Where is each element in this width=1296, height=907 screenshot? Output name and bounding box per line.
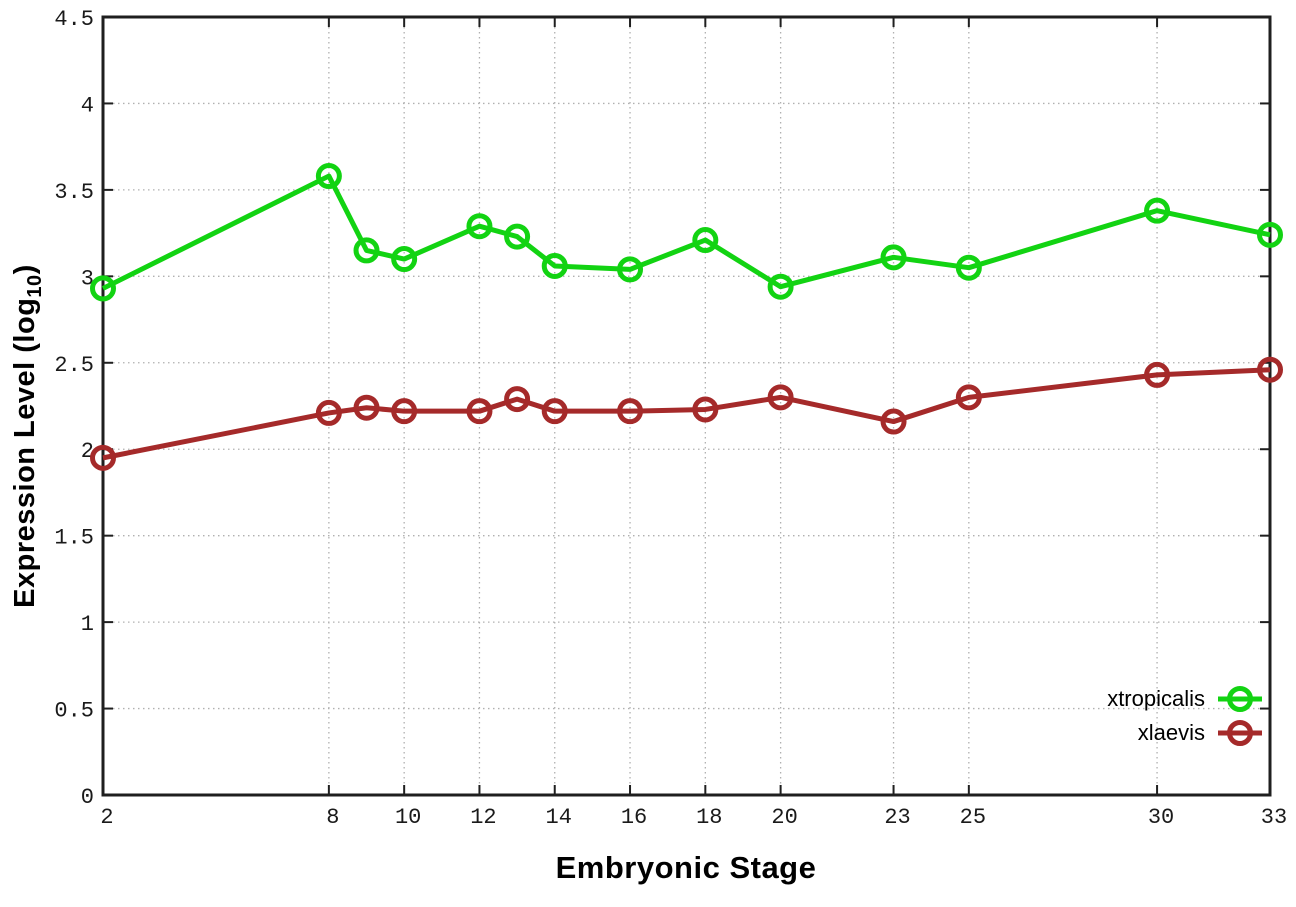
data-point-xlaevis (504, 386, 531, 413)
data-point-xlaevis (90, 444, 116, 471)
x-tick-label: 23 (884, 805, 910, 830)
y-tick-label: 3.5 (54, 180, 94, 205)
data-point-xtropicalis (315, 163, 342, 190)
legend-circle-marker-icon (1227, 686, 1253, 712)
data-point-xlaevis (1144, 361, 1171, 388)
data-point-xlaevis (955, 384, 982, 411)
legend-circle-marker-icon (1227, 720, 1253, 746)
data-point-xtropicalis (541, 252, 568, 279)
x-tick-label: 12 (470, 805, 496, 830)
series-line-xlaevis (102, 367, 1271, 461)
x-tick-label: 8 (326, 805, 339, 830)
x-tick-label: 14 (546, 805, 572, 830)
data-point-xtropicalis (504, 223, 531, 250)
series-line-xtropicalis (101, 173, 1271, 291)
legend-item-xlaevis: xlaevis (1138, 718, 1265, 748)
data-point-xlaevis (391, 398, 418, 425)
data-point-xlaevis (353, 394, 380, 421)
x-tick-label: 20 (771, 805, 797, 830)
y-axis-title: Expression Level (log10) (9, 264, 47, 608)
x-tick-label: 16 (621, 805, 647, 830)
data-point-xlaevis (1257, 356, 1283, 383)
x-tick-label: 33 (1261, 805, 1287, 830)
y-tick-label: 0.5 (54, 699, 94, 724)
data-point-xlaevis (315, 399, 342, 426)
y-tick-label: 1.5 (54, 526, 94, 551)
legend-label-xtropicalis: xtropicalis (1107, 686, 1205, 711)
data-point-xlaevis (466, 398, 493, 425)
data-point-xlaevis (692, 396, 719, 423)
y-tick-label: 4 (81, 93, 94, 118)
data-point-xtropicalis (353, 237, 380, 264)
data-point-xtropicalis (955, 254, 982, 281)
y-tick-label: 0 (81, 785, 94, 810)
legend-item-xtropicalis: xtropicalis (1107, 684, 1265, 714)
data-point-xtropicalis (617, 256, 644, 283)
data-point-xtropicalis (692, 227, 719, 254)
x-tick-label: 30 (1148, 805, 1174, 830)
x-tick-label: 18 (696, 805, 722, 830)
data-point-xlaevis (767, 384, 794, 411)
y-axis-title-subscript: 10 (23, 274, 46, 298)
y-tick-label: 4.5 (54, 7, 94, 32)
legend: xtropicalis xlaevis (1107, 684, 1265, 748)
legend-label-xlaevis: xlaevis (1137, 720, 1205, 745)
data-point-xtropicalis (466, 213, 493, 240)
data-point-xlaevis (880, 408, 907, 435)
data-point-xlaevis (617, 398, 644, 425)
y-tick-label: 2.5 (54, 353, 94, 378)
data-point-xtropicalis (391, 246, 418, 273)
x-tick-label: 10 (395, 805, 421, 830)
plot-border (101, 15, 1272, 797)
legend-marker-xlaevis (1218, 720, 1262, 746)
data-point-xtropicalis (880, 244, 907, 271)
y-axis-title-suffix: ) (9, 264, 42, 275)
y-axis-title-text: Expression Level (log (9, 297, 42, 608)
data-point-xtropicalis (1144, 197, 1171, 224)
x-axis-title: Embryonic Stage (555, 850, 817, 885)
data-point-xtropicalis (767, 273, 794, 300)
data-point-xtropicalis (1257, 221, 1283, 248)
y-tick-label: 1 (81, 612, 94, 637)
x-tick-label: 25 (960, 805, 986, 830)
legend-marker-xtropicalis (1218, 686, 1262, 712)
data-point-xtropicalis (90, 275, 116, 302)
data-point-xlaevis (541, 398, 568, 425)
x-tick-label: 2 (100, 805, 113, 830)
